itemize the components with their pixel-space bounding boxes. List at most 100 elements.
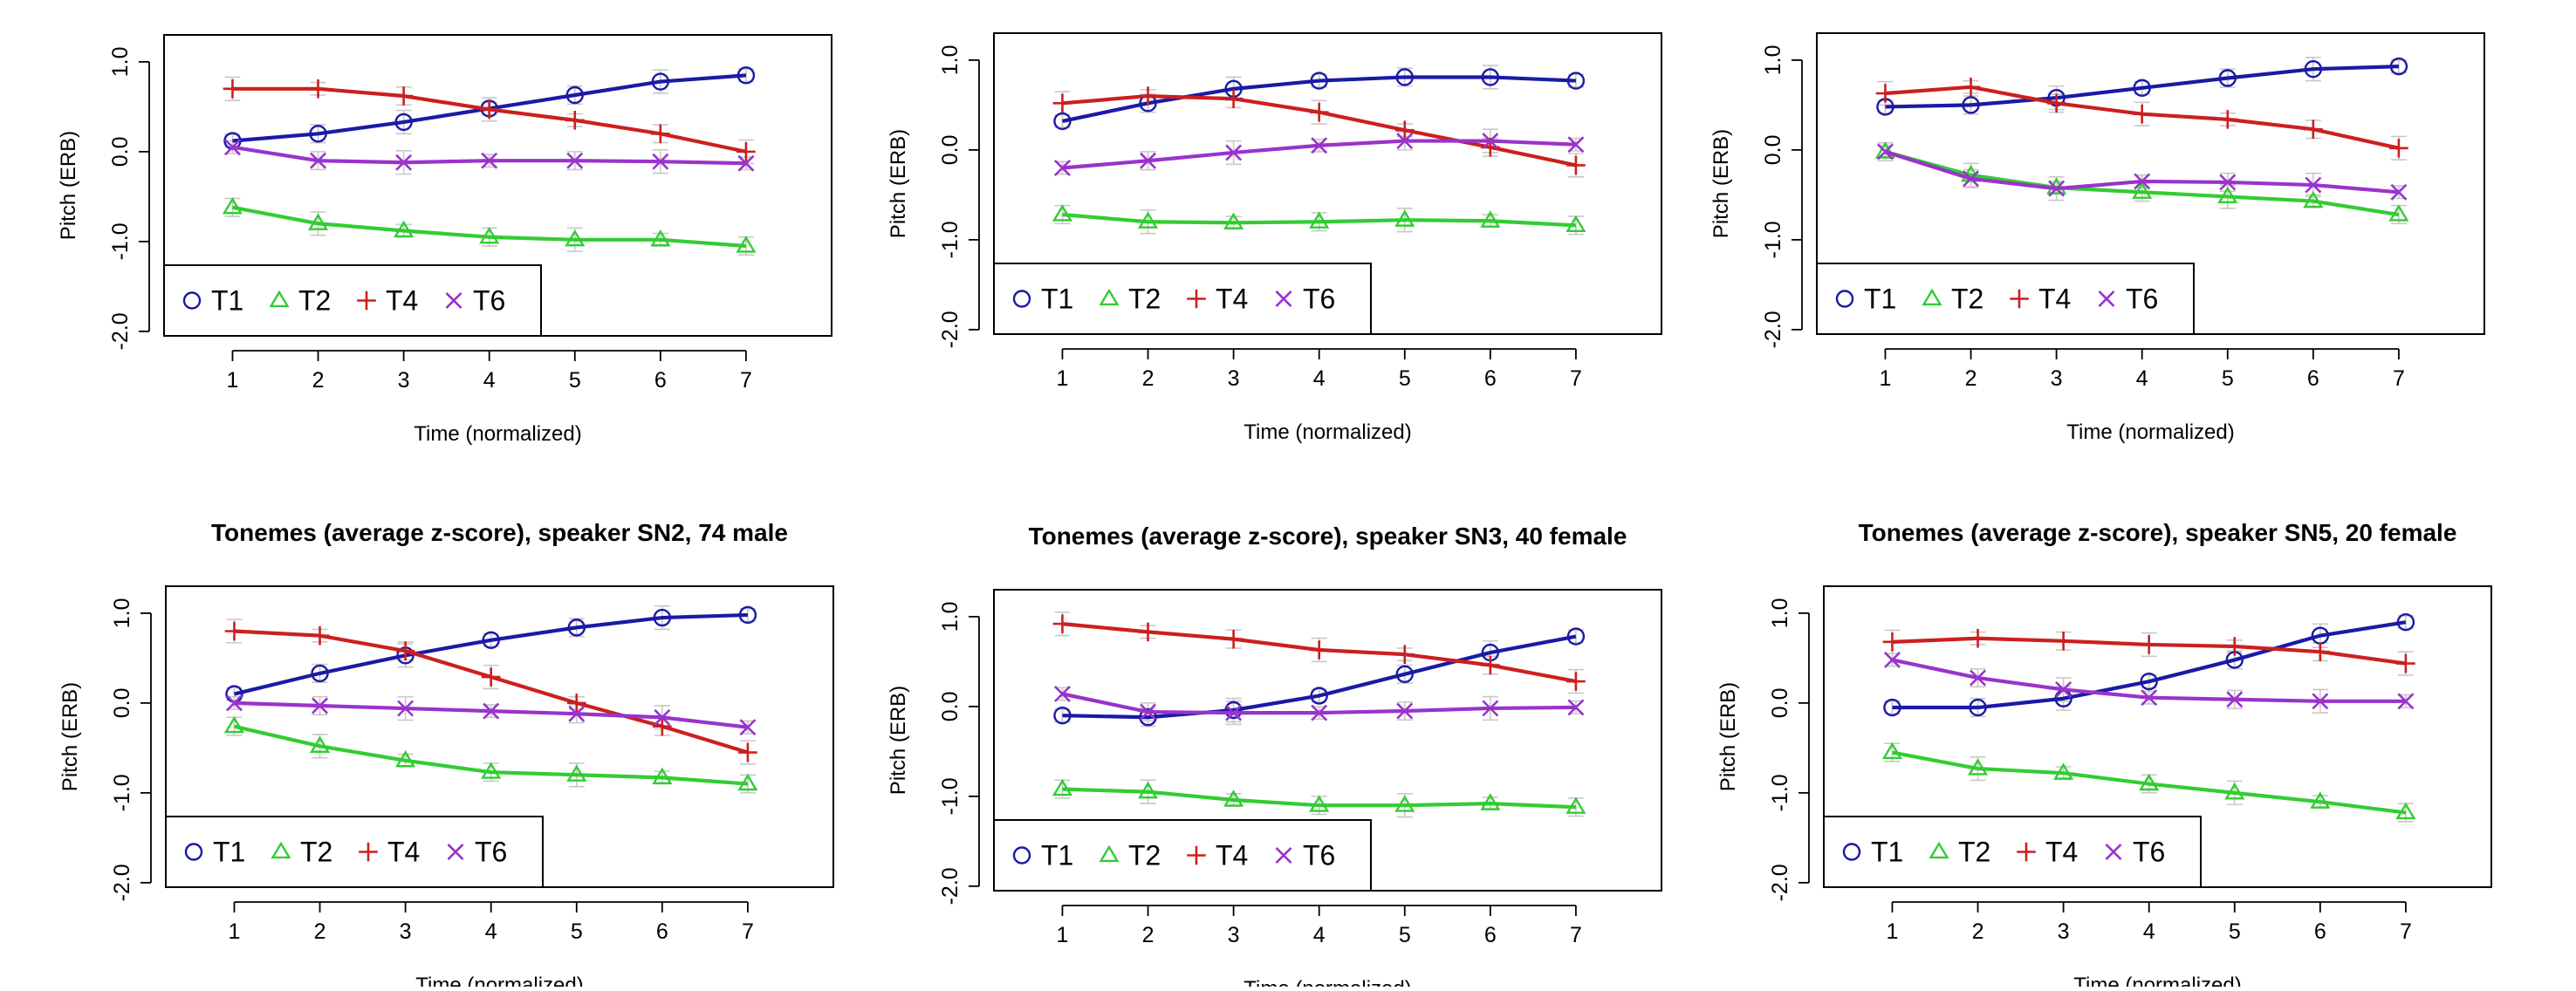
data-point-t4 — [1052, 93, 1072, 113]
x-tick-label: 5 — [1399, 366, 1411, 391]
data-point-t2 — [566, 764, 587, 782]
data-point-t2 — [1309, 211, 1330, 229]
y-tick-label: -1.0 — [938, 777, 963, 815]
data-point-t4 — [1875, 84, 1895, 103]
legend-label-t1: T1 — [1864, 284, 1896, 315]
data-point-t6 — [1567, 699, 1585, 716]
x-tick-label: 3 — [2051, 366, 2063, 391]
data-point-t6 — [1225, 144, 1243, 161]
data-point-t1 — [2133, 79, 2151, 98]
x-tick-label: 1 — [1887, 919, 1899, 944]
data-point-t2 — [1881, 742, 1903, 760]
data-point-t2 — [1480, 793, 1501, 810]
x-tick-label: 7 — [1570, 366, 1582, 391]
data-point-t1 — [738, 605, 757, 625]
y-tick-label: 0.0 — [1761, 134, 1785, 165]
y-tick-label: 1.0 — [1768, 598, 1792, 629]
data-point-t4 — [2396, 653, 2415, 673]
data-point-t2 — [1223, 212, 1244, 229]
x-tick-label: 5 — [571, 919, 583, 944]
data-point-t6 — [1482, 700, 1499, 717]
data-point-t2 — [1480, 210, 1501, 228]
data-point-t1 — [2396, 612, 2415, 632]
data-point-t4 — [1394, 120, 1415, 140]
y-tick-label: -1.0 — [1761, 221, 1785, 258]
chart-panel-4: Tonemes (average z-score), speaker SN2, … — [58, 519, 834, 991]
data-point-t1 — [1053, 112, 1072, 131]
y-tick-label: 0.0 — [938, 691, 963, 721]
data-point-t6 — [397, 700, 414, 717]
data-point-t2 — [1052, 778, 1073, 796]
legend-marker-t2 — [1929, 841, 1949, 859]
data-point-t2 — [1565, 796, 1586, 814]
data-point-t1 — [2389, 57, 2408, 76]
data-point-t1 — [2304, 59, 2323, 79]
data-point-t2 — [1137, 781, 1159, 799]
data-point-t4 — [223, 79, 243, 99]
data-point-t4 — [1961, 77, 1981, 97]
x-tick-label: 6 — [654, 368, 667, 393]
data-point-t2 — [1309, 795, 1330, 812]
x-tick-label: 2 — [1142, 366, 1154, 391]
x-tick-label: 3 — [2058, 919, 2070, 944]
legend-box — [163, 264, 542, 337]
data-point-t4 — [2132, 104, 2152, 124]
x-tick-label: 4 — [1313, 366, 1326, 391]
data-point-t4 — [2304, 120, 2323, 139]
legend-label-t1: T1 — [1041, 284, 1073, 315]
data-point-t2 — [309, 735, 331, 753]
legend: T1 T2 T4 T6 — [163, 264, 542, 337]
legend-label-t2: T2 — [1951, 284, 1983, 315]
data-point-t6 — [310, 152, 327, 169]
data-point-t1 — [1224, 701, 1243, 720]
x-tick-label: 1 — [227, 368, 239, 393]
data-point-t6 — [2312, 693, 2329, 710]
legend-label-t4: T4 — [2045, 837, 2078, 868]
x-tick-label: 3 — [1228, 366, 1240, 391]
legend-marker-t1 — [182, 291, 202, 310]
data-point-t6 — [568, 705, 586, 722]
data-point-t6 — [1963, 170, 1980, 188]
data-point-t4 — [394, 86, 414, 106]
data-point-t4 — [2139, 635, 2159, 654]
y-axis-label: Pitch (ERB) — [1716, 682, 1740, 791]
data-point-t4 — [566, 694, 586, 713]
data-point-t2 — [1223, 789, 1244, 807]
legend-label-t4: T4 — [1216, 284, 1248, 315]
y-tick-label: -2.0 — [1768, 864, 1792, 901]
data-point-t2 — [395, 749, 416, 768]
series-line-t2 — [1062, 787, 1577, 810]
data-point-t2 — [2217, 186, 2238, 204]
data-point-t2 — [394, 220, 414, 238]
data-point-t2 — [650, 229, 671, 247]
data-point-t2 — [736, 236, 757, 253]
series-line-t1 — [233, 612, 748, 696]
data-point-t6 — [737, 154, 755, 172]
x-tick-label: 4 — [1313, 923, 1326, 947]
x-tick-label: 1 — [1057, 923, 1069, 947]
data-point-t1 — [482, 631, 500, 649]
x-tick-label: 2 — [312, 368, 325, 393]
data-point-t2 — [2053, 762, 2074, 780]
x-tick-label: 2 — [1142, 923, 1154, 947]
legend-marker-t1 — [1012, 846, 1031, 865]
chart-panel-5: Tonemes (average z-score), speaker SN3, … — [887, 523, 1662, 991]
data-point-t4 — [1566, 155, 1586, 175]
data-point-t4 — [1309, 102, 1329, 122]
legend-label-t4: T4 — [2038, 284, 2071, 315]
data-point-t1 — [651, 72, 670, 91]
data-point-t1 — [2218, 69, 2237, 87]
chart-panel-1: 1 2 3 4 5 6 7 Time (normalized) 1.0 0.0 -1.0 -2.0 Pi… — [57, 34, 832, 446]
data-point-t6 — [2397, 693, 2415, 710]
legend-label-t6: T6 — [473, 285, 505, 317]
y-tick-label: 1.0 — [938, 45, 963, 76]
data-point-t6 — [1225, 704, 1243, 721]
data-point-t2 — [1394, 795, 1415, 812]
data-point-t6 — [2226, 691, 2244, 708]
legend-box — [993, 263, 1372, 335]
y-axis-label: Pitch (ERB) — [57, 131, 80, 240]
data-point-t6 — [654, 708, 671, 726]
legend-marker-t1 — [1842, 843, 1861, 861]
legend-box — [165, 816, 544, 888]
data-point-t2 — [2388, 204, 2409, 222]
